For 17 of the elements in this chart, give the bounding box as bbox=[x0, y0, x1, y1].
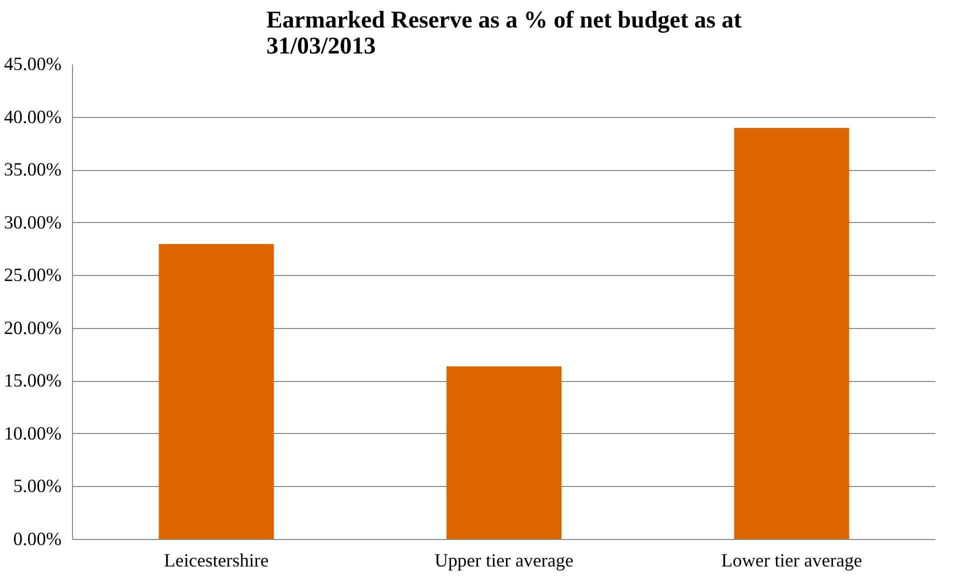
y-tick-label: 5.00% bbox=[13, 476, 62, 498]
y-tick-label: 20.00% bbox=[4, 318, 62, 339]
y-tick-label: 0.00% bbox=[13, 529, 62, 550]
y-tick-label: 40.00% bbox=[4, 106, 62, 128]
bar bbox=[158, 244, 274, 540]
x-tick-label: Lower tier average bbox=[721, 550, 862, 572]
y-tick-label: 45.00% bbox=[4, 54, 62, 75]
x-tick-label: Upper tier average bbox=[434, 550, 574, 572]
y-tick-label: 35.00% bbox=[4, 160, 62, 181]
chart-title: Earmarked Reserve as a % of net budget as at 31/03/2013 bbox=[266, 8, 742, 60]
y-tick-label: 15.00% bbox=[4, 370, 62, 392]
bar bbox=[446, 366, 562, 540]
y-tick-label: 25.00% bbox=[4, 265, 62, 286]
x-tick-label: Leicestershire bbox=[164, 550, 269, 572]
bar bbox=[734, 128, 850, 540]
y-tick-label: 10.00% bbox=[4, 423, 62, 444]
y-tick-label: 30.00% bbox=[4, 212, 62, 234]
